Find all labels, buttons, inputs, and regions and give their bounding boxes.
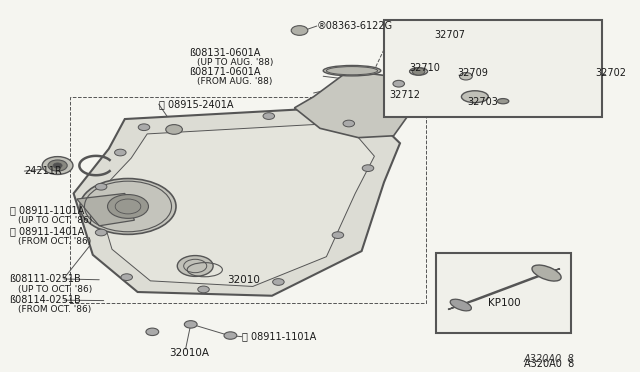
Polygon shape [96,123,374,286]
Circle shape [184,321,197,328]
Text: ß08114-0251B: ß08114-0251B [10,295,81,305]
Text: Ⓝ 08911-1101A: Ⓝ 08911-1101A [10,205,84,215]
Text: A320A0  8: A320A0 8 [524,359,574,369]
Circle shape [95,229,107,236]
Text: 32010A: 32010A [170,348,210,357]
Ellipse shape [410,68,428,75]
Text: 32010: 32010 [227,275,260,285]
Polygon shape [77,193,134,226]
Circle shape [115,149,126,156]
Circle shape [332,232,344,238]
Circle shape [138,124,150,131]
Text: ß08111-0251B: ß08111-0251B [10,274,81,284]
Circle shape [291,26,308,35]
Ellipse shape [532,265,561,281]
Circle shape [121,274,132,280]
Polygon shape [74,106,400,296]
Circle shape [393,80,404,87]
Circle shape [166,125,182,134]
Text: ⒦ 08915-2401A: ⒦ 08915-2401A [159,99,233,109]
Circle shape [460,73,472,80]
Bar [384,20,602,117]
Ellipse shape [461,91,488,103]
Text: 32707: 32707 [434,31,465,40]
Text: A320A0  8: A320A0 8 [524,354,574,364]
Text: 32709: 32709 [458,68,488,77]
Circle shape [146,328,159,336]
Ellipse shape [450,299,472,311]
Circle shape [273,279,284,285]
Circle shape [224,332,237,339]
Text: 32712: 32712 [389,90,420,100]
Ellipse shape [323,65,381,76]
Circle shape [95,183,107,190]
Circle shape [343,120,355,127]
Text: Ⓝ 08911-1401A: Ⓝ 08911-1401A [10,227,84,236]
Text: KP100: KP100 [488,298,520,308]
Bar [436,253,571,333]
Text: (FROM OCT. '86): (FROM OCT. '86) [18,305,91,314]
Text: (FROM OCT. '86): (FROM OCT. '86) [18,237,91,246]
Polygon shape [448,269,560,310]
Text: 32710: 32710 [410,63,440,73]
Text: 24211R: 24211R [24,166,62,176]
Text: 32702: 32702 [595,68,626,77]
Text: ®08363-6122G: ®08363-6122G [317,21,393,31]
Text: (FROM AUG. '88): (FROM AUG. '88) [197,77,273,86]
Bar [70,97,426,303]
Circle shape [80,179,176,234]
Circle shape [412,68,425,75]
Circle shape [108,195,148,218]
Circle shape [53,163,62,168]
Text: ß08131-0601A: ß08131-0601A [189,48,260,58]
Circle shape [263,113,275,119]
Text: Ⓝ 08911-1101A: Ⓝ 08911-1101A [242,332,316,341]
Circle shape [362,165,374,171]
Circle shape [48,160,67,171]
Text: (UP TO AUG. '88): (UP TO AUG. '88) [197,58,273,67]
Circle shape [198,286,209,293]
Text: (UP TO OCT. '86): (UP TO OCT. '86) [18,285,92,294]
Text: ß08171-0601A: ß08171-0601A [189,67,260,77]
Text: (UP TO OCT. '86): (UP TO OCT. '86) [18,216,92,225]
Circle shape [177,256,213,276]
Circle shape [42,157,73,174]
Text: 32703: 32703 [467,97,498,107]
Polygon shape [294,71,410,138]
Ellipse shape [497,99,509,104]
